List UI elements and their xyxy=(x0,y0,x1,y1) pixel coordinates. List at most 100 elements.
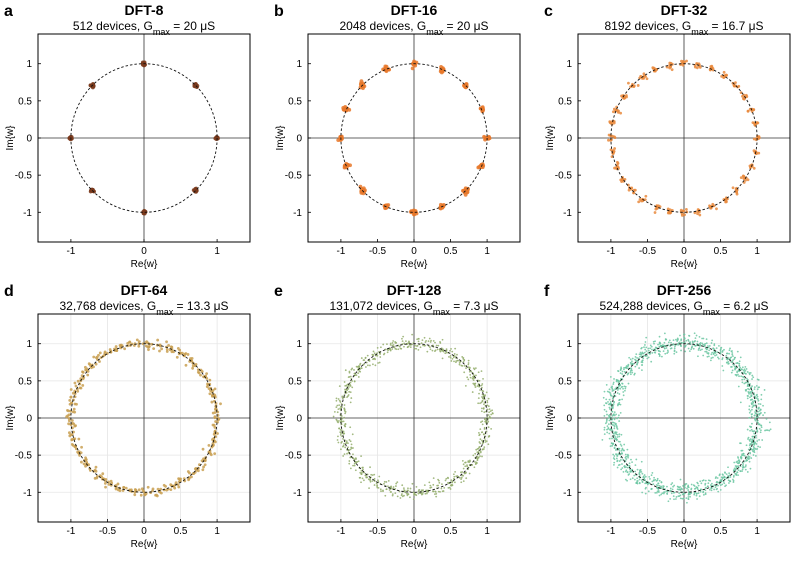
scatter-point xyxy=(104,477,108,481)
x-axis-label: Re{w} xyxy=(131,539,158,550)
scatter-point xyxy=(660,481,663,484)
scatter-point xyxy=(391,342,394,344)
scatter-point xyxy=(753,451,756,454)
scatter-point xyxy=(631,360,633,363)
scatter-point xyxy=(87,362,91,366)
scatter-point xyxy=(742,466,745,469)
scatter-point xyxy=(680,349,682,352)
scatter-point xyxy=(634,356,637,358)
scatter-point xyxy=(613,411,616,414)
scatter-point xyxy=(666,349,669,352)
scatter-point xyxy=(484,420,487,423)
scatter-point xyxy=(738,375,740,378)
scatter-point xyxy=(480,401,483,404)
scatter-point xyxy=(727,466,729,469)
scatter-point xyxy=(751,406,754,408)
scatter-point xyxy=(678,495,681,497)
scatter-point xyxy=(737,469,740,472)
scatter-point xyxy=(738,362,741,365)
scatter-point xyxy=(716,487,719,490)
scatter-point xyxy=(452,356,455,359)
scatter-point xyxy=(647,490,650,493)
panel-title: DFT-64 xyxy=(121,282,168,298)
scatter-point xyxy=(348,390,351,393)
scatter-point xyxy=(695,492,698,495)
scatter-point xyxy=(670,68,674,72)
scatter-point xyxy=(423,344,426,347)
scatter-point xyxy=(483,411,486,414)
scatter-point xyxy=(735,192,739,196)
y-tick-label: -0.5 xyxy=(15,171,33,182)
scatter-point xyxy=(749,438,752,441)
x-axis-label: Re{w} xyxy=(131,259,158,270)
scatter-point xyxy=(351,386,354,389)
scatter-point xyxy=(616,110,620,114)
scatter-point xyxy=(452,473,455,476)
scatter-point xyxy=(613,444,616,447)
scatter-point xyxy=(73,392,77,396)
scatter-point xyxy=(146,485,150,489)
scatter-point xyxy=(603,404,606,407)
scatter-point xyxy=(208,449,212,453)
scatter-point xyxy=(706,355,709,358)
scatter-point xyxy=(467,378,470,381)
scatter-point xyxy=(675,338,677,341)
scatter-point xyxy=(603,390,606,393)
scatter-point xyxy=(717,357,720,360)
scatter-point xyxy=(692,347,695,350)
scatter-point xyxy=(728,474,731,477)
scatter-point xyxy=(160,347,164,351)
scatter-point xyxy=(188,476,191,479)
scatter-point xyxy=(636,84,640,87)
scatter-point xyxy=(419,346,422,349)
panel-title: DFT-256 xyxy=(657,282,712,298)
scatter-point xyxy=(401,340,404,343)
scatter-point xyxy=(683,336,685,339)
scatter-point xyxy=(634,470,637,473)
scatter-point xyxy=(203,463,207,467)
scatter-point xyxy=(73,381,77,385)
scatter-point xyxy=(606,431,609,434)
scatter-point xyxy=(339,405,342,408)
scatter-point xyxy=(439,490,441,493)
scatter-point xyxy=(389,342,392,345)
scatter-point xyxy=(467,359,470,362)
scatter-point xyxy=(442,490,445,492)
scatter-point xyxy=(699,490,702,493)
scatter-point xyxy=(462,467,465,470)
scatter-point xyxy=(345,391,348,394)
scatter-point xyxy=(611,410,614,413)
scatter-point xyxy=(455,360,458,362)
scatter-point xyxy=(611,444,614,447)
scatter-point xyxy=(645,486,647,489)
y-tick-label: -1 xyxy=(293,208,302,219)
scatter-point xyxy=(474,452,477,455)
scatter-point xyxy=(418,488,421,491)
scatter-point xyxy=(702,337,705,340)
scatter-point xyxy=(178,477,182,481)
scatter-point xyxy=(741,468,744,471)
scatter-point xyxy=(479,428,482,431)
scatter-point xyxy=(638,353,641,356)
scatter-point xyxy=(697,484,700,487)
scatter-point xyxy=(651,352,654,354)
panel-subtitle: 32,768 devices, Gmax = 13.3 μS xyxy=(59,299,228,317)
scatter-point xyxy=(744,366,747,368)
scatter-point xyxy=(412,498,415,501)
scatter-point xyxy=(640,460,643,463)
scatter-point xyxy=(720,74,724,78)
scatter-point xyxy=(371,474,374,477)
scatter-point xyxy=(337,441,340,444)
scatter-point xyxy=(607,427,610,429)
scatter-point xyxy=(694,337,697,340)
scatter-point xyxy=(732,478,734,481)
scatter-point xyxy=(477,450,480,452)
scatter-point xyxy=(746,394,749,397)
scatter-point xyxy=(464,188,469,193)
scatter-point xyxy=(752,454,755,456)
scatter-point xyxy=(480,384,483,387)
scatter-point xyxy=(602,396,605,399)
scatter-point xyxy=(605,402,607,404)
scatter-point xyxy=(461,471,464,473)
scatter-point xyxy=(689,495,691,498)
